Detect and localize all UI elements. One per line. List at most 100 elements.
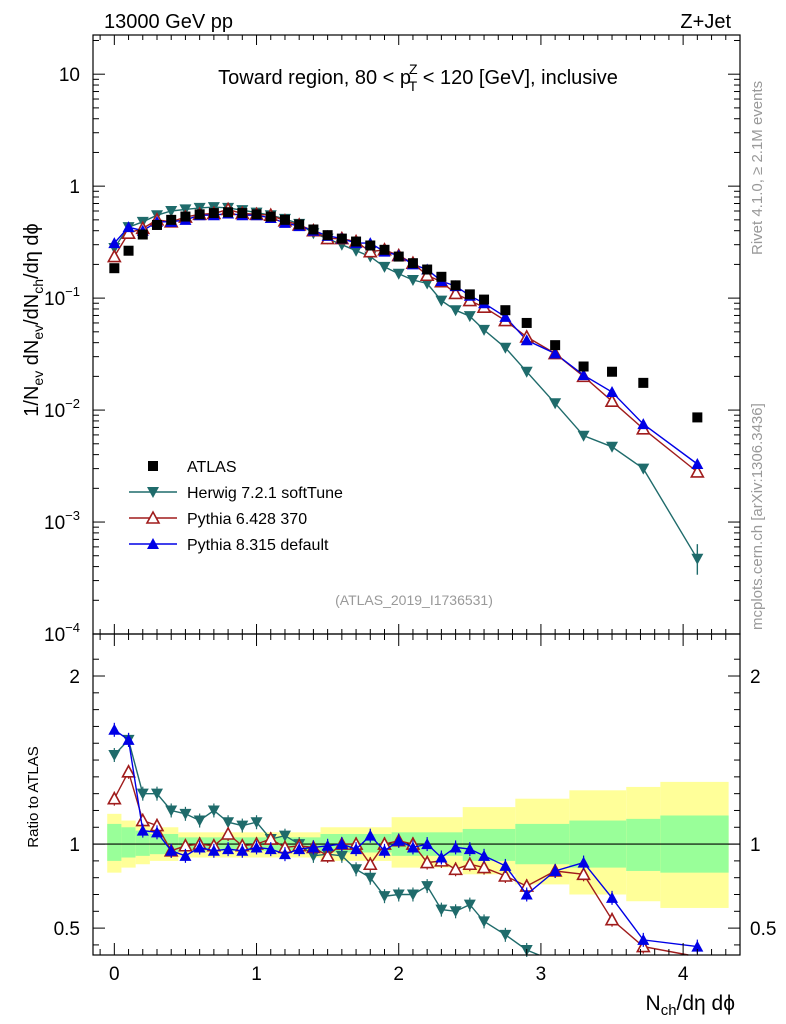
ratio-point-triangle-up [207, 844, 220, 856]
ratio-y-tick-label: 1 [69, 835, 80, 856]
main-point-atlas [479, 294, 490, 305]
ratio-point-triangle-up [250, 841, 263, 853]
ratio-point-triangle-up [350, 843, 363, 855]
header-right-label: Z+Jet [680, 11, 731, 33]
ratio-point-triangle-up [122, 733, 135, 745]
x-tick-label: 0 [109, 964, 120, 985]
ratio-point-triangle-up [108, 723, 121, 735]
ratio-point-triangle-up [549, 864, 562, 876]
ratio-point-triangle-down [307, 850, 320, 862]
ratio-point-triangle-down [150, 788, 163, 800]
y-tick-label: 10−4 [44, 620, 80, 646]
main-point-atlas [265, 211, 276, 222]
main-point-triangle-up [606, 386, 619, 398]
ratio-point-triangle-up [335, 838, 348, 850]
main-point-atlas [308, 224, 319, 235]
legend-label: ATLAS [187, 459, 237, 476]
ratio-point-triangle-up-open [576, 866, 591, 881]
ratio-band-inner [121, 827, 136, 858]
ratio-point-triangle-down [136, 788, 149, 800]
legend-label: Pythia 8.315 default [187, 537, 329, 554]
main-point-triangle-down [520, 366, 533, 378]
ratio-point-triangle-up [637, 933, 650, 945]
ratio-y-tick-label-right: 0.5 [750, 919, 776, 940]
main-point-atlas [450, 280, 461, 291]
ratio-point-triangle-down [435, 904, 448, 916]
main-point-triangle-down [577, 430, 590, 442]
main-point-triangle-up-open [121, 225, 136, 239]
main-point-atlas [123, 245, 134, 256]
ratio-point-triangle-up [577, 856, 590, 868]
ratio-point-triangle-down [421, 881, 434, 893]
rivet-version-label: Rivet 4.1.0, ≥ 2.1M events [749, 81, 766, 255]
legend-label: Herwig 7.2.1 softTune [187, 485, 343, 502]
ratio-point-triangle-down [499, 929, 512, 941]
ratio-point-triangle-up [449, 841, 462, 853]
main-point-triangle-up-open [419, 267, 435, 282]
main-point-atlas [393, 251, 404, 262]
main-point-triangle-up-open [362, 243, 378, 258]
y-tick-label: 10−1 [44, 284, 80, 310]
main-point-atlas [521, 317, 532, 328]
main-point-atlas [422, 264, 433, 275]
main-point-atlas [237, 208, 248, 219]
main-point-triangle-down [392, 268, 405, 280]
ratio-point-triangle-down [350, 864, 363, 876]
main-point-triangle-down [549, 398, 562, 410]
ratio-point-triangle-down [193, 815, 206, 827]
ratio-point-triangle-up [293, 843, 306, 855]
main-point-atlas [607, 366, 618, 377]
ratio-band-inner [462, 828, 516, 861]
ratio-point-triangle-down [165, 805, 178, 817]
y-tick-label: 10−2 [44, 396, 80, 422]
main-point-triangle-down [435, 295, 448, 307]
ratio-series-line-3 [113, 729, 698, 948]
ratio-point-triangle-up-open [106, 791, 122, 805]
ratio-y-tick-label-right: 1 [750, 835, 761, 856]
ratio-point-triangle-up [463, 843, 476, 855]
x-tick-label: 2 [393, 964, 404, 985]
main-series-line-3 [113, 212, 698, 465]
main-point-triangle-up-open [689, 464, 705, 478]
ratio-point-triangle-up [520, 888, 533, 900]
ratio-point-triangle-up-open [498, 868, 513, 882]
main-point-triangle-down [637, 463, 650, 475]
main-point-atlas [322, 230, 333, 241]
main-point-atlas [151, 219, 162, 230]
main-point-triangle-down [165, 205, 178, 217]
x-axis-label: Nch/dη dϕ [646, 992, 735, 1019]
main-point-triangle-down [421, 278, 434, 290]
main-point-triangle-down [478, 324, 491, 336]
main-point-atlas [137, 229, 148, 240]
chart-title: Toward region, 80 < pZ T < 120 [GeV], inc… [218, 61, 618, 94]
main-point-triangle-down [606, 441, 619, 453]
ratio-point-triangle-down [335, 850, 348, 862]
x-tick-label: 1 [251, 964, 262, 985]
main-point-triangle-up [499, 310, 512, 322]
ratio-point-triangle-down [236, 820, 249, 832]
y-tick-label: 10 [59, 65, 80, 86]
main-series-line-2 [113, 208, 698, 473]
ratio-point-triangle-up-open [604, 912, 620, 926]
ratio-point-triangle-up [435, 851, 448, 863]
ratio-point-triangle-up-open [220, 826, 236, 840]
ratio-y-tick-label: 0.5 [54, 919, 80, 940]
main-point-atlas [550, 340, 561, 351]
main-point-triangle-up [691, 457, 704, 469]
ratio-point-triangle-up [378, 844, 391, 856]
header-left-label: 13000 GeV pp [104, 11, 233, 33]
main-point-triangle-up-open [448, 285, 463, 300]
main-point-atlas [251, 209, 262, 220]
main-point-atlas [336, 233, 347, 244]
main-point-atlas [279, 214, 290, 225]
ratio-band-inner [135, 830, 150, 856]
main-point-atlas [365, 240, 376, 251]
legend-marker [145, 510, 161, 524]
ratio-point-triangle-up-open [320, 848, 335, 862]
ratio-point-triangle-down [406, 889, 419, 901]
legend-marker [147, 538, 159, 549]
main-point-triangle-down [463, 311, 476, 323]
main-point-atlas [294, 219, 305, 230]
main-point-atlas [436, 271, 447, 282]
